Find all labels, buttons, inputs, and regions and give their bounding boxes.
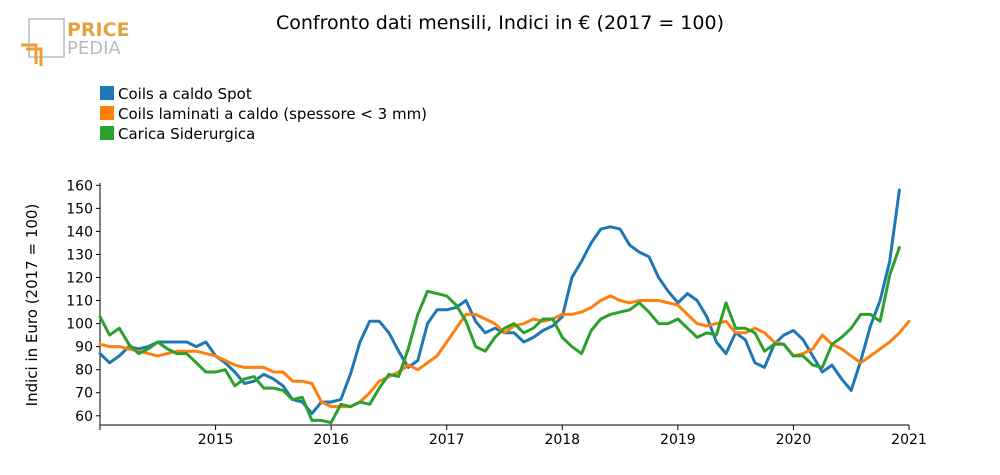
x-tick-label: 2019 <box>660 432 696 448</box>
logo-text-pedia: PEDIA <box>67 38 121 59</box>
y-tick-label: 80 <box>75 363 93 379</box>
legend-swatch-2 <box>100 106 114 120</box>
chart-title: Confronto dati mensili, Indici in € (201… <box>276 12 724 34</box>
legend-label-2: Coils laminati a caldo (spessore < 3 mm) <box>118 105 427 123</box>
series-line-3 <box>98 246 901 425</box>
y-tick-label: 70 <box>75 386 93 402</box>
x-tick-label: 2021 <box>891 432 927 448</box>
y-tick-label: 120 <box>66 270 93 286</box>
axes: 60 70 80 90 100 110 120 130 140 150 160 2015 2016 201… <box>66 178 927 448</box>
y-tick-label: 110 <box>66 294 93 310</box>
legend-label-1: Coils a caldo Spot <box>118 85 252 103</box>
y-axis-label: Indici in Euro (2017 = 100) <box>23 204 41 407</box>
legend: Coils a caldo Spot Coils laminati a caldo… <box>100 85 427 143</box>
x-tick-label: 2020 <box>776 432 812 448</box>
series-line-1 <box>98 188 901 415</box>
logo-bracket-icon <box>21 43 43 66</box>
x-tick-label: 2016 <box>313 432 349 448</box>
logo-frame-icon <box>28 18 65 58</box>
legend-swatch-3 <box>100 126 114 140</box>
y-tick-label: 140 <box>66 224 93 240</box>
logo-text-price: PRICE <box>67 19 130 41</box>
series-group <box>98 188 911 425</box>
y-tick-label: 90 <box>75 340 93 356</box>
y-tick-label: 100 <box>66 317 93 333</box>
pricepedia-logo: PRICE PEDIA <box>21 18 130 66</box>
series-line-2 <box>98 294 911 409</box>
x-tick-label: 2015 <box>198 432 234 448</box>
y-tick-label: 130 <box>66 247 93 263</box>
y-tick-label: 160 <box>66 178 93 194</box>
y-tick-label: 60 <box>75 409 93 425</box>
x-tick-label: 2018 <box>544 432 580 448</box>
y-tick-label: 150 <box>66 201 93 217</box>
legend-swatch-1 <box>100 86 114 100</box>
legend-label-3: Carica Siderurgica <box>118 125 255 143</box>
x-tick-label: 2017 <box>429 432 465 448</box>
